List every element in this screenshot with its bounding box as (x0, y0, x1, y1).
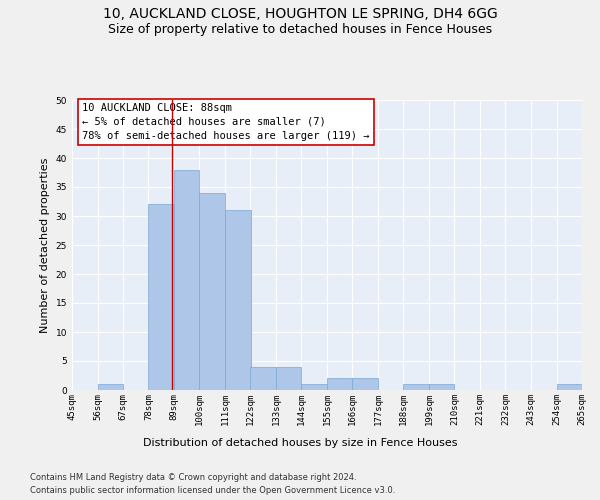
Bar (352, 378, 378, 390)
Text: 10 AUCKLAND CLOSE: 88sqm
← 5% of detached houses are smaller (7)
78% of semi-det: 10 AUCKLAND CLOSE: 88sqm ← 5% of detache… (82, 103, 370, 141)
Bar (250, 367, 276, 390)
Text: Contains HM Land Registry data © Crown copyright and database right 2024.: Contains HM Land Registry data © Crown c… (30, 472, 356, 482)
Y-axis label: Number of detached properties: Number of detached properties (40, 158, 50, 332)
Bar (97, 384, 123, 390)
Bar (557, 384, 582, 390)
Bar (429, 384, 455, 390)
Bar (199, 193, 225, 390)
Bar (276, 367, 301, 390)
Text: Contains public sector information licensed under the Open Government Licence v3: Contains public sector information licen… (30, 486, 395, 495)
Bar (301, 384, 327, 390)
Bar (327, 378, 352, 390)
Bar (148, 204, 174, 390)
Text: Distribution of detached houses by size in Fence Houses: Distribution of detached houses by size … (143, 438, 457, 448)
Bar (225, 210, 251, 390)
Bar (403, 384, 429, 390)
Text: 10, AUCKLAND CLOSE, HOUGHTON LE SPRING, DH4 6GG: 10, AUCKLAND CLOSE, HOUGHTON LE SPRING, … (103, 8, 497, 22)
Bar (174, 170, 199, 390)
Text: Size of property relative to detached houses in Fence Houses: Size of property relative to detached ho… (108, 22, 492, 36)
